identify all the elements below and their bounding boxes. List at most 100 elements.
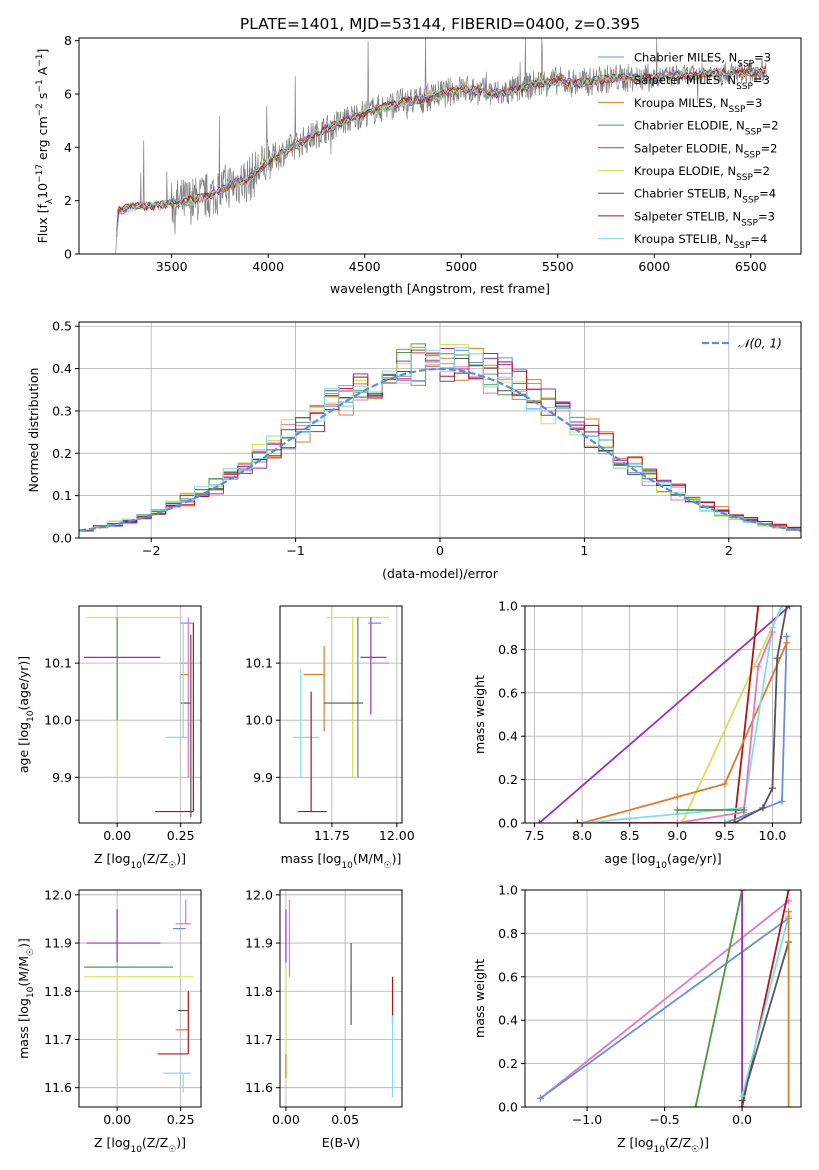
y-tick-label: 0.6	[498, 685, 518, 700]
model-spectrum-line	[116, 66, 766, 238]
x-tick-label: 6000	[638, 259, 670, 274]
x-tick-label: 0.05	[331, 1112, 359, 1127]
x-axis-label: Z [log10(Z/Z☉)]	[94, 1135, 186, 1155]
x-tick-label: 4500	[349, 259, 381, 274]
y-axis-label: Normed distribution	[26, 368, 41, 493]
y-axis-label: age [log10(age/yr)]	[16, 656, 36, 773]
axes-frame	[279, 889, 403, 1108]
x-axis-label: mass [log10(M/M☉)]	[281, 851, 402, 871]
weight-line	[741, 890, 790, 1107]
weight-line	[538, 606, 791, 823]
x-tick-label: 12.00	[379, 828, 415, 843]
y-tick-label: 11.6	[245, 1080, 273, 1095]
axes-frame	[78, 605, 202, 824]
legend-entry: Salpeter MILES, NSSP=3	[634, 73, 770, 92]
weight-marker	[673, 819, 681, 823]
massweight_vs_age-panel: 7.5 8.0 8.5 9.0 9.5 10.0 0.0 0.2 0.4 0.6 0.8 1.0 age…	[472, 599, 802, 871]
weight-marker	[768, 628, 776, 636]
x-tick-label: 0.25	[167, 1112, 195, 1127]
massweight_vs_Z-panel: −1.0 −0.5 0.0 0.0 0.2 0.4 0.6 0.8 1.0 Z [log10(Z/…	[472, 883, 802, 1155]
weight-marker	[537, 1094, 545, 1102]
y-tick-label: 0.4	[52, 361, 72, 376]
y-tick-label: 12.0	[245, 887, 273, 902]
mass_vs_Z-panel: 0.00 0.25 11.6 11.7 11.8 11.9 12.0 Z [log10(Z/Z…	[16, 887, 202, 1155]
weight-line	[694, 890, 743, 1107]
axes-frame	[78, 321, 802, 539]
y-tick-label: 1.0	[498, 883, 518, 898]
y-tick-label: 0.2	[52, 446, 72, 461]
x-tick-label: 0.00	[103, 1112, 131, 1127]
x-tick-label: −2	[142, 543, 160, 558]
y-tick-label: 4	[64, 140, 72, 155]
weight-line	[681, 606, 783, 823]
y-tick-label: 0.3	[52, 403, 72, 418]
x-axis-label: age [log10(age/yr)]	[604, 851, 721, 871]
y-tick-label: 0.4	[498, 1013, 518, 1028]
axes-frame	[524, 605, 802, 824]
x-tick-label: 7.5	[525, 828, 545, 843]
model-spectrum-line	[116, 66, 766, 238]
figure-title: PLATE=1401, MJD=53144, FIBERID=0400, z=0…	[240, 15, 640, 33]
y-tick-label: 11.9	[245, 936, 273, 951]
weight-lines	[535, 606, 794, 823]
y-tick-label: 11.7	[44, 1032, 72, 1047]
age_vs_Z-panel: 0.00 0.25 9.9 10.0 10.1 Z [log10(Z/Z☉)] age [l…	[16, 605, 202, 871]
x-tick-label: 6500	[735, 259, 767, 274]
legend-entry: Chabrier ELODIE, NSSP=2	[634, 119, 779, 138]
weight-line	[677, 631, 774, 823]
weight-marker	[768, 784, 776, 792]
weight-marker	[786, 606, 794, 610]
x-tick-label: 8.5	[620, 828, 640, 843]
weight-marker	[785, 908, 793, 916]
y-tick-label: 11.8	[44, 984, 72, 999]
weight-marker	[785, 1103, 793, 1107]
x-axis-label: E(B-V)	[322, 1135, 361, 1150]
x-tick-label: 11.75	[314, 828, 350, 843]
error-bars	[285, 899, 394, 1098]
axes-frame	[279, 605, 403, 824]
weight-marker	[573, 819, 581, 823]
weight-line	[582, 606, 783, 823]
error-bars	[84, 616, 194, 818]
weight-line	[539, 900, 790, 1100]
spectrum-panel: 3500 4000 4500 5000 5500 6000 6500 0 2 4 6 8 wavelen…	[35, 33, 802, 296]
weight-lines	[537, 890, 793, 1107]
histogram-series	[79, 347, 801, 531]
y-tick-label: 9.9	[52, 770, 72, 785]
x-tick-label: 10.0	[759, 828, 787, 843]
y-tick-label: 0.8	[498, 926, 518, 941]
weight-marker	[759, 804, 767, 812]
weight-marker	[783, 639, 791, 647]
error-bars	[84, 899, 194, 1093]
y-tick-label: 1.0	[498, 599, 518, 614]
x-tick-label: 2	[725, 543, 733, 558]
weight-marker	[740, 806, 748, 814]
weight-marker	[783, 606, 791, 610]
axes-frame	[78, 37, 802, 255]
weight-marker	[773, 654, 781, 662]
weight-marker	[692, 1103, 700, 1107]
y-axis-label: mass weight	[472, 675, 487, 754]
weight-marker	[678, 819, 686, 823]
model-spectrum-line	[116, 67, 766, 238]
x-tick-label: −1	[286, 543, 304, 558]
residuals-panel: −2 −1 0 1 2 0.0 0.1 0.2 0.3 0.4 0.5 (data-model)/er…	[26, 319, 802, 581]
y-axis-label: Flux [fλ10−17 erg cm−2 s−1 A−1]	[35, 49, 55, 244]
x-axis-label: Z [log10(Z/Z☉)]	[94, 851, 186, 871]
weight-line	[733, 606, 788, 823]
legend-entry: Salpeter ELODIE, NSSP=2	[634, 141, 777, 160]
y-tick-label: 0.6	[498, 969, 518, 984]
x-tick-label: 5000	[445, 259, 477, 274]
axes-frame	[524, 889, 802, 1108]
x-tick-label: 0.0	[732, 1112, 752, 1127]
x-tick-label: 0	[436, 543, 444, 558]
legend-entry: Kroupa MILES, NSSP=3	[634, 96, 762, 115]
x-tick-label: 0.25	[167, 828, 195, 843]
y-tick-label: 10.1	[245, 656, 273, 671]
model-spectrum-line	[116, 66, 766, 238]
model-spectrum-line	[116, 65, 766, 238]
weight-marker	[754, 606, 762, 610]
mass_vs_ebv-panel: 0.00 0.05 11.6 11.7 11.8 11.9 12.0 E(B-V)	[245, 887, 403, 1150]
axes-frame	[78, 889, 202, 1108]
